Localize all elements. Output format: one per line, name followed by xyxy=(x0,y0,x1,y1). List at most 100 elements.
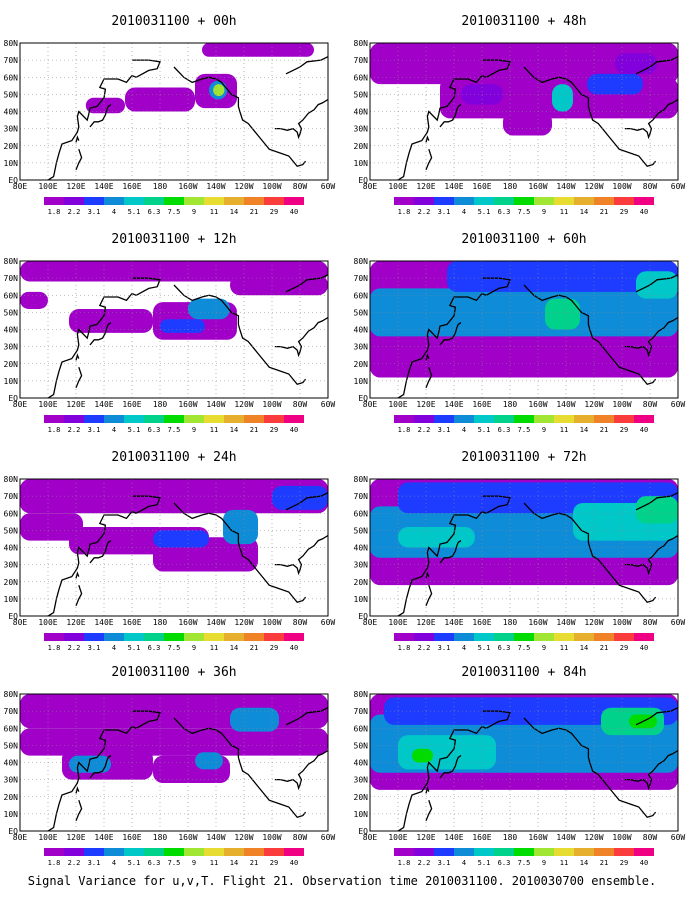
gridlines xyxy=(20,694,328,831)
colorbar-swatch xyxy=(204,848,224,856)
panel-title: 2010031100 + 36h xyxy=(111,665,236,680)
colorbar-swatch xyxy=(414,197,434,205)
map-frame xyxy=(19,260,329,399)
lon-tick-label: 180 xyxy=(153,618,168,627)
lat-tick-label: 50N xyxy=(354,741,369,750)
colorbar-level-label: 2.2 xyxy=(418,208,431,216)
panel-title: 2010031100 + 60h xyxy=(461,232,586,247)
lat-tick-label: 50N xyxy=(354,308,369,317)
lat-tick-label: 30N xyxy=(354,343,369,352)
coastline xyxy=(439,104,462,128)
coastline xyxy=(397,277,511,398)
coastline xyxy=(75,135,80,143)
colorbar-level-label: 2.2 xyxy=(418,644,431,652)
coastline xyxy=(425,799,433,821)
colorbar-swatch xyxy=(594,848,614,856)
colorbar-swatch xyxy=(434,415,454,423)
colorbar-swatch xyxy=(264,197,284,205)
lon-tick-label: 120E xyxy=(416,833,435,842)
colorbar-swatch xyxy=(264,633,284,641)
colorbar-level-label: 3.1 xyxy=(88,208,101,216)
lat-tick-label: 10N xyxy=(354,595,369,604)
variance-field xyxy=(370,479,678,586)
panel-title: 2010031100 + 48h xyxy=(461,14,586,29)
colorbar-swatch xyxy=(454,197,474,205)
coastline xyxy=(397,59,511,180)
lat-tick-label: 40N xyxy=(4,108,19,117)
lat-tick-label: 70N xyxy=(354,492,369,501)
colorbar-swatch xyxy=(44,197,64,205)
lon-tick-label: 160W xyxy=(178,833,197,842)
colorbar-swatch xyxy=(224,633,244,641)
coastline xyxy=(75,366,83,388)
lon-tick-label: 140W xyxy=(206,400,225,409)
coastline xyxy=(624,316,678,358)
coastline xyxy=(425,571,430,579)
colorbar-level-label: 2.2 xyxy=(418,426,431,434)
lat-tick-label: 40N xyxy=(354,759,369,768)
lat-tick-label: 80N xyxy=(354,257,369,266)
colorbar-swatch xyxy=(474,633,494,641)
lon-tick-label: 100E xyxy=(388,833,407,842)
lat-tick-label: 40N xyxy=(4,326,19,335)
colorbar-swatch xyxy=(164,633,184,641)
colorbar-level-label: 14 xyxy=(580,644,588,652)
colorbar-level-label: 1.8 xyxy=(48,644,61,652)
lon-tick-label: 160E xyxy=(472,833,491,842)
colorbar-swatch xyxy=(474,848,494,856)
lon-tick-label: 160W xyxy=(528,400,547,409)
colorbar-level-label: 3.1 xyxy=(438,208,451,216)
colorbar-swatch xyxy=(574,633,594,641)
coastline xyxy=(89,540,112,564)
colorbar: 1.8 2.2 3.1 4 5.1 6.3 7.5 9 11 14 21 29 40 xyxy=(44,197,304,216)
lon-tick-label: 140W xyxy=(556,400,575,409)
lon-tick-label: 140E xyxy=(94,182,113,191)
colorbar-swatch xyxy=(634,633,654,641)
colorbar-level-label: 7.5 xyxy=(168,208,181,216)
colorbar-swatch xyxy=(454,415,474,423)
colorbar-swatch xyxy=(284,415,304,423)
colorbar: 1.8 2.2 3.1 4 5.1 6.3 7.5 9 11 14 21 29 40 xyxy=(394,848,654,867)
colorbar-level-label: 40 xyxy=(290,208,298,216)
lat-tick-label: 30N xyxy=(4,125,19,134)
lat-tick-label: 40N xyxy=(4,544,19,553)
gridlines xyxy=(370,479,678,616)
coastline xyxy=(285,707,328,726)
colorbar-level-label: 9 xyxy=(192,644,196,652)
coastline xyxy=(75,353,80,361)
colorbar-level-label: 14 xyxy=(580,859,588,867)
colorbar-swatch xyxy=(634,848,654,856)
colorbar-swatch xyxy=(44,848,64,856)
coastline xyxy=(439,755,462,779)
colorbar-level-label: 2.2 xyxy=(68,644,81,652)
colorbar-level-label: 7.5 xyxy=(518,644,531,652)
colorbar-level-label: 21 xyxy=(600,426,608,434)
lon-tick-label: 140W xyxy=(556,833,575,842)
colorbar-level-label: 1.8 xyxy=(48,426,61,434)
colorbar-swatch xyxy=(554,415,574,423)
lat-tick-label: 80N xyxy=(354,475,369,484)
colorbar-level-label: 5.1 xyxy=(478,859,491,867)
colorbar-swatch xyxy=(144,415,164,423)
lat-tick-label: 20N xyxy=(4,142,19,151)
lat-tick-label: 30N xyxy=(354,125,369,134)
variance-region xyxy=(272,485,328,510)
colorbar-level-label: 29 xyxy=(620,426,628,434)
gridlines xyxy=(20,43,328,180)
colorbar-swatch xyxy=(494,633,514,641)
lat-tick-label: 20N xyxy=(354,142,369,151)
coastline xyxy=(635,56,678,75)
lat-tick-label: EQ xyxy=(358,827,368,836)
lon-tick-label: 180 xyxy=(503,182,518,191)
colorbar-swatch xyxy=(454,633,474,641)
coastline xyxy=(624,534,678,576)
coastline xyxy=(274,534,328,576)
coastline xyxy=(425,135,430,143)
colorbar-level-label: 5.1 xyxy=(128,859,141,867)
variance-region xyxy=(615,53,657,74)
lon-tick-label: 140W xyxy=(206,833,225,842)
colorbar-level-label: 7.5 xyxy=(518,859,531,867)
colorbar-level-label: 1.8 xyxy=(398,644,411,652)
variance-region xyxy=(412,748,433,763)
